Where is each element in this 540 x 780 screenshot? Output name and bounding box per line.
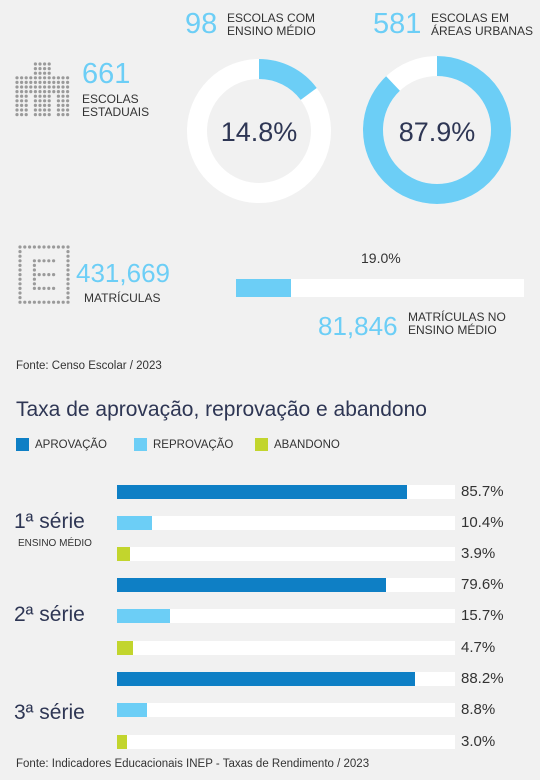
bar-value-label-reprovacao-3: 8.8%: [461, 701, 496, 718]
bar-value-label-aprovacao-1: 85.7%: [461, 483, 504, 500]
source-bottom: Fonte: Indicadores Educacionais INEP - T…: [16, 758, 370, 770]
matriculas-value: 431,669: [76, 258, 170, 288]
bar-aprovacao-3: [117, 672, 416, 686]
bar-aprovacao-1: [117, 485, 407, 499]
bar-value-label-aprovacao-2: 79.6%: [461, 576, 504, 593]
bar-track-reprovacao-1: [117, 516, 455, 530]
bar-track-abandono-3: [117, 735, 455, 749]
matriculas-em-percent: 19.0%: [361, 250, 401, 266]
matriculas-em-label: MATRÍCULAS NO ENSINO MÉDIO: [408, 310, 506, 337]
bar-abandono-1: [117, 547, 131, 561]
bar-value-label-abandono-3: 3.0%: [461, 733, 496, 750]
matriculas-label: MATRÍCULAS: [84, 291, 161, 305]
bar-abandono-2: [117, 641, 133, 655]
escolas-estaduais-label: ESCOLAS ESTADUAIS: [82, 92, 150, 119]
bar-track-abandono-2: [117, 641, 455, 655]
bar-value-label-reprovacao-1: 10.4%: [461, 514, 504, 531]
donut-ensino-medio-fill: [187, 59, 331, 203]
chart-title: Taxa de aprovação, reprovação e abandono: [16, 398, 427, 421]
category-sublabel-1: ENSINO MÉDIO: [18, 538, 92, 549]
donut-areas-urbanas-fill: [363, 56, 511, 204]
school-building-icon: [14, 60, 72, 120]
category-label-3: 3ª série: [14, 701, 85, 724]
legend-label-reprovacao: REPROVAÇÃO: [153, 438, 234, 451]
legend-label-abandono: ABANDONO: [274, 438, 340, 451]
enrollment-document-icon: [17, 244, 72, 306]
donut-areas-urbanas: 87.9%: [363, 56, 511, 204]
bar-value-label-abandono-1: 3.9%: [461, 545, 496, 562]
legend-swatch-aprovacao: [16, 438, 29, 451]
bar-value-label-aprovacao-3: 88.2%: [461, 670, 504, 687]
bar-aprovacao-2: [117, 578, 387, 592]
legend-reprovacao: REPROVAÇÃO: [134, 438, 233, 451]
bar-reprovacao-1: [117, 516, 153, 530]
bar-track-abandono-1: [117, 547, 455, 561]
matriculas-em-progress-track: [236, 279, 524, 297]
donut-ensino-medio: 14.8%: [187, 59, 331, 203]
areas-urbanas-label: ESCOLAS EM ÁREAS URBANAS: [431, 11, 534, 38]
matriculas-em-progress-fill: [236, 279, 291, 297]
bar-track-aprovacao-1: [117, 485, 455, 499]
category-label-2: 2ª série: [14, 603, 85, 626]
legend-abandono: ABANDONO: [255, 438, 340, 451]
bar-track-aprovacao-2: [117, 578, 455, 592]
bar-reprovacao-3: [117, 703, 147, 717]
legend-aprovacao: APROVAÇÃO: [16, 438, 107, 451]
bar-track-reprovacao-2: [117, 609, 455, 623]
bar-track-aprovacao-3: [117, 672, 455, 686]
bar-value-label-reprovacao-2: 15.7%: [461, 607, 504, 624]
legend-swatch-abandono: [255, 438, 268, 451]
bar-value-label-abandono-2: 4.7%: [461, 639, 496, 656]
areas-urbanas-value: 581: [373, 8, 422, 40]
category-label-1: 1ª série: [14, 510, 85, 533]
ensino-medio-label: ESCOLAS COM ENSINO MÉDIO: [227, 11, 316, 38]
legend-swatch-reprovacao: [134, 438, 147, 451]
legend-label-aprovacao: APROVAÇÃO: [35, 438, 107, 451]
ensino-medio-value: 98: [185, 8, 218, 40]
bar-track-reprovacao-3: [117, 703, 455, 717]
source-top: Fonte: Censo Escolar / 2023: [16, 360, 162, 372]
bar-reprovacao-2: [117, 609, 171, 623]
matriculas-em-value: 81,846: [318, 311, 398, 341]
donut-areas-urbanas-percent: 87.9%: [399, 117, 476, 147]
escolas-estaduais-value: 661: [82, 58, 131, 90]
bar-abandono-3: [117, 735, 128, 749]
donut-ensino-medio-percent: 14.8%: [221, 117, 298, 147]
